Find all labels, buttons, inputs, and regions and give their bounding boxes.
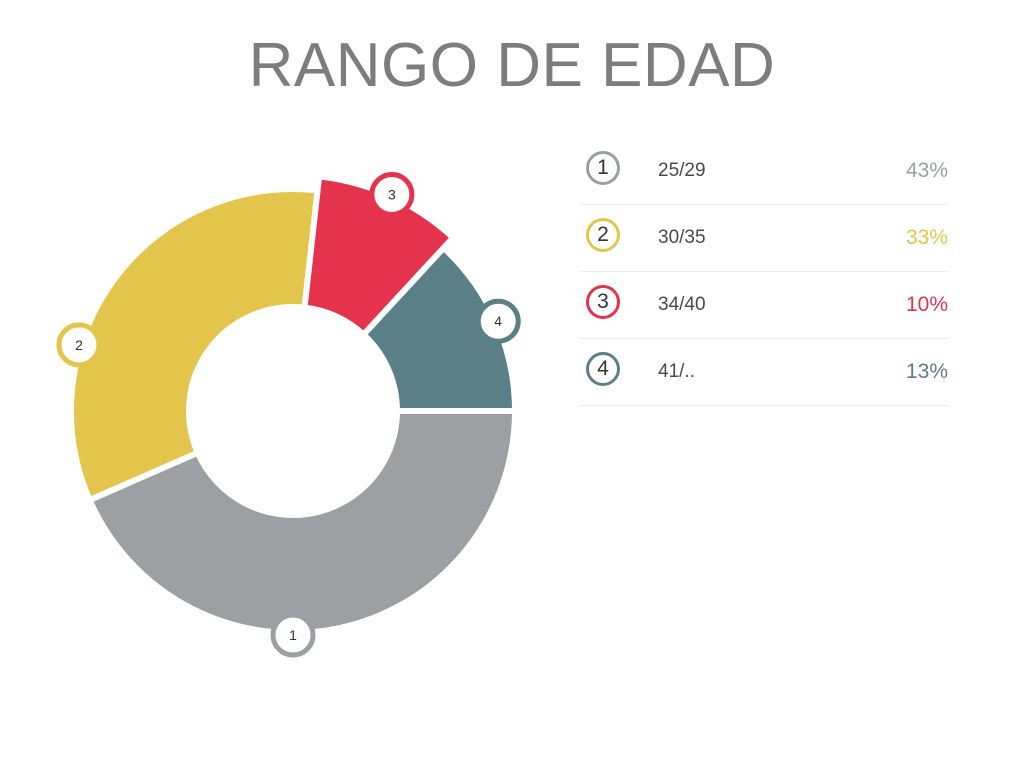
slice-marker-circle-4	[475, 298, 521, 344]
legend-item-1: 1 25/29 43%	[580, 138, 948, 205]
slice-marker-circle-1	[270, 612, 316, 658]
slice-marker-circle-3	[369, 172, 415, 218]
donut-slice-1	[85, 408, 519, 636]
legend-percent-2: 33%	[905, 226, 948, 249]
legend-badge-1: 1	[586, 151, 620, 185]
legend-percent-3: 10%	[905, 293, 948, 316]
legend-item-2: 2 30/35 33%	[580, 205, 948, 272]
donut-slice-2	[68, 186, 321, 504]
legend-percent-1: 43%	[905, 159, 948, 182]
legend-label-1: 25/29	[658, 160, 706, 181]
slice-marker-label-2: 2	[75, 337, 83, 353]
donut-slice-3	[301, 173, 458, 339]
legend: 1 25/29 43% 2 30/35 33% 3 34/40 10% 4 41…	[580, 138, 948, 406]
donut-slice-4	[359, 243, 519, 414]
legend-item-3: 3 34/40 10%	[580, 272, 948, 339]
slice-marker-circle-2	[56, 322, 102, 368]
slice-marker-label-3: 3	[388, 187, 396, 203]
legend-percent-4: 13%	[905, 360, 948, 383]
legend-label-4: 41/..	[658, 361, 695, 382]
chart-title: RANGO DE EDAD	[248, 31, 776, 100]
legend-label-2: 30/35	[658, 227, 706, 248]
legend-badge-4: 4	[586, 352, 620, 386]
legend-badge-2: 2	[586, 218, 620, 252]
slice-marker-1: 1	[270, 612, 316, 658]
slice-marker-3: 3	[369, 172, 415, 218]
slice-marker-label-4: 4	[494, 313, 502, 329]
slice-marker-label-1: 1	[289, 627, 297, 643]
donut-chart: 1 2 3 4	[56, 172, 521, 658]
legend-badge-3: 3	[586, 285, 620, 319]
slice-marker-2: 2	[56, 322, 102, 368]
legend-label-3: 34/40	[658, 294, 706, 315]
slice-marker-4: 4	[475, 298, 521, 344]
legend-item-4: 4 41/.. 13%	[580, 339, 948, 406]
